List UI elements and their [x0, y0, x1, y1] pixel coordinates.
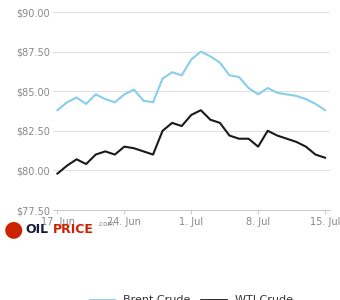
Text: .com: .com: [97, 220, 114, 226]
Text: PRICE: PRICE: [53, 223, 94, 236]
Legend: Brent Crude, WTI Crude: Brent Crude, WTI Crude: [85, 291, 297, 300]
Text: OIL: OIL: [26, 223, 49, 236]
Text: ●: ●: [3, 220, 23, 239]
